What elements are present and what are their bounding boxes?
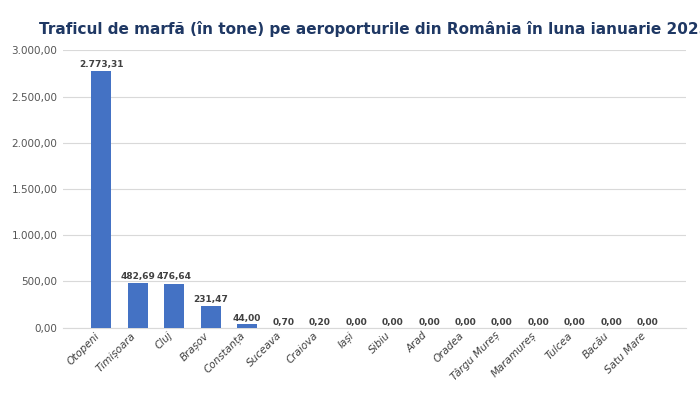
Bar [164, 284, 184, 328]
Text: 0,00: 0,00 [528, 318, 550, 327]
Bar [201, 306, 220, 328]
Text: 2.773,31: 2.773,31 [79, 60, 124, 69]
Bar [127, 283, 148, 328]
Text: 44,00: 44,00 [233, 314, 261, 323]
Text: 0,00: 0,00 [345, 318, 368, 327]
Text: 0,00: 0,00 [637, 318, 659, 327]
Text: 0,00: 0,00 [419, 318, 440, 327]
Text: 476,64: 476,64 [157, 272, 192, 281]
Text: 0,00: 0,00 [564, 318, 586, 327]
Text: 231,47: 231,47 [193, 295, 228, 304]
Text: 0,00: 0,00 [491, 318, 513, 327]
Text: 0,70: 0,70 [272, 318, 295, 327]
Bar [91, 71, 111, 328]
Text: 0,20: 0,20 [309, 318, 331, 327]
Text: 0,00: 0,00 [455, 318, 477, 327]
Text: 0,00: 0,00 [601, 318, 622, 327]
Text: 0,00: 0,00 [382, 318, 404, 327]
Text: 482,69: 482,69 [120, 272, 155, 281]
Title: Traficul de marfă (în tone) pe aeroporturile din România în luna ianuarie 2025: Traficul de marfă (în tone) pe aeroportu… [39, 21, 700, 37]
Bar [237, 323, 257, 328]
